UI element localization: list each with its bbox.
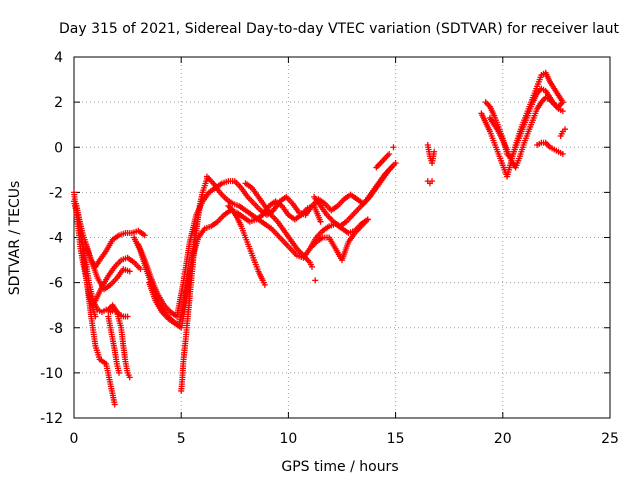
y-tick-label: -8 <box>49 321 63 337</box>
data-point <box>126 374 133 381</box>
y-tick-label: -12 <box>40 411 63 427</box>
data-point <box>116 369 123 376</box>
series-arc25 <box>486 94 566 171</box>
series-arc7 <box>105 302 133 381</box>
data-point <box>390 144 397 151</box>
y-axis-label: SDTVAR / TECUs <box>7 181 23 296</box>
x-tick-label: 25 <box>601 431 619 447</box>
data-point <box>308 263 315 270</box>
data-point <box>386 151 393 158</box>
series-arc22 <box>424 178 436 187</box>
y-tick-label: -10 <box>40 366 63 382</box>
series-arc19 <box>373 151 393 171</box>
x-tick-label: 15 <box>387 431 405 447</box>
data-point <box>392 160 399 167</box>
data-point <box>124 313 131 320</box>
series-arc5 <box>81 239 133 293</box>
series-arc8 <box>105 313 123 376</box>
x-tick-label: 5 <box>177 431 186 447</box>
chart-title: Day 315 of 2021, Sidereal Day-to-day VTE… <box>59 21 620 37</box>
x-tick-label: 0 <box>70 431 79 447</box>
tick-layer: 0 5 10 15 20 25 -12 -10 -8 -6 -4 -2 0 2 4 <box>40 50 619 447</box>
x-tick-label: 10 <box>279 431 297 447</box>
data-point <box>388 164 395 171</box>
x-axis-label: GPS time / hours <box>281 459 398 475</box>
series-arc17 <box>308 216 371 264</box>
series-arc27 <box>557 126 568 139</box>
data-point <box>261 281 268 288</box>
data-point <box>559 151 566 158</box>
series-arc18 <box>312 277 319 284</box>
data-point <box>126 268 133 275</box>
y-tick-label: -6 <box>49 276 63 292</box>
data-point <box>317 218 324 225</box>
series-arc26 <box>534 139 566 158</box>
data-point <box>111 401 118 408</box>
y-tick-label: 2 <box>54 95 63 111</box>
series-arc14 <box>225 202 268 288</box>
y-tick-label: 0 <box>54 140 63 156</box>
grid-layer <box>74 57 610 418</box>
series-arc10 <box>135 160 399 320</box>
series-arc20 <box>390 144 397 151</box>
data-point <box>431 148 438 155</box>
y-tick-label: -4 <box>49 231 63 247</box>
data-point <box>559 99 566 106</box>
y-tick-label: -2 <box>49 185 63 201</box>
series-arc21 <box>424 141 438 167</box>
series-arc12 <box>178 189 206 394</box>
x-tick-label: 20 <box>494 431 512 447</box>
data-point <box>364 216 371 223</box>
data-points <box>71 69 568 408</box>
series-arc16 <box>311 164 395 230</box>
data-point <box>141 232 148 239</box>
data-point <box>561 126 568 133</box>
series-arc15 <box>242 180 315 270</box>
series-arc6 <box>92 254 144 304</box>
data-point <box>137 266 144 273</box>
data-point <box>429 178 436 185</box>
y-tick-label: 4 <box>54 50 63 66</box>
data-point <box>312 277 319 284</box>
data-point <box>199 189 206 196</box>
data-point <box>559 108 566 115</box>
